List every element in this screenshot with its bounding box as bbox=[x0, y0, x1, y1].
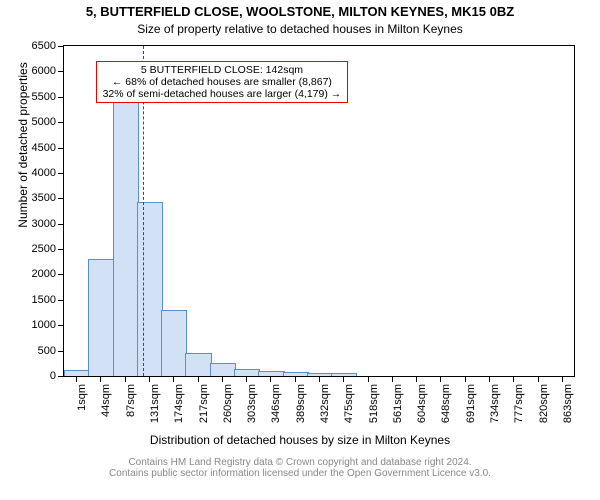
x-tick bbox=[198, 376, 199, 382]
annotation-box: 5 BUTTERFIELD CLOSE: 142sqm← 68% of deta… bbox=[96, 61, 349, 103]
annotation-line: 5 BUTTERFIELD CLOSE: 142sqm bbox=[103, 64, 342, 76]
y-tick-label: 2500 bbox=[32, 243, 56, 255]
y-tick-label: 1500 bbox=[32, 294, 56, 306]
x-tick bbox=[392, 376, 393, 382]
chart-title: 5, BUTTERFIELD CLOSE, WOOLSTONE, MILTON … bbox=[0, 4, 600, 19]
x-tick bbox=[173, 376, 174, 382]
x-tick-label: 87sqm bbox=[125, 384, 137, 417]
x-tick bbox=[76, 376, 77, 382]
x-tick bbox=[368, 376, 369, 382]
x-tick-label: 260sqm bbox=[222, 384, 234, 423]
histogram-bar bbox=[307, 373, 333, 376]
y-tick bbox=[58, 173, 64, 174]
x-tick bbox=[295, 376, 296, 382]
x-tick bbox=[270, 376, 271, 382]
x-tick-label: 777sqm bbox=[513, 384, 525, 423]
x-tick bbox=[343, 376, 344, 382]
x-tick bbox=[319, 376, 320, 382]
y-tick bbox=[58, 274, 64, 275]
y-tick-label: 4500 bbox=[32, 142, 56, 154]
y-tick-label: 5500 bbox=[32, 91, 56, 103]
footer-line-1: Contains HM Land Registry data © Crown c… bbox=[0, 457, 600, 468]
y-tick-label: 4000 bbox=[32, 167, 56, 179]
x-tick-label: 174sqm bbox=[173, 384, 185, 423]
x-tick bbox=[125, 376, 126, 382]
x-tick bbox=[538, 376, 539, 382]
y-axis-label: Number of detached properties bbox=[16, 0, 30, 310]
y-tick bbox=[58, 351, 64, 352]
y-tick-label: 3000 bbox=[32, 218, 56, 230]
chart-subtitle: Size of property relative to detached ho… bbox=[0, 22, 600, 36]
footer-line-2: Contains public sector information licen… bbox=[0, 468, 600, 479]
y-tick bbox=[58, 300, 64, 301]
y-tick-label: 6500 bbox=[32, 40, 56, 52]
x-tick bbox=[222, 376, 223, 382]
y-tick bbox=[58, 148, 64, 149]
y-tick bbox=[58, 198, 64, 199]
x-tick-label: 1sqm bbox=[76, 384, 88, 411]
x-tick bbox=[489, 376, 490, 382]
y-tick-label: 0 bbox=[50, 370, 56, 382]
x-tick bbox=[562, 376, 563, 382]
x-tick-label: 518sqm bbox=[368, 384, 380, 423]
x-tick bbox=[246, 376, 247, 382]
x-tick-label: 389sqm bbox=[295, 384, 307, 423]
y-tick bbox=[58, 46, 64, 47]
y-tick bbox=[58, 376, 64, 377]
x-tick-label: 734sqm bbox=[489, 384, 501, 423]
x-tick-label: 303sqm bbox=[246, 384, 258, 423]
x-tick bbox=[149, 376, 150, 382]
x-tick-label: 217sqm bbox=[198, 384, 210, 423]
histogram-bar bbox=[64, 370, 90, 376]
x-tick-label: 44sqm bbox=[100, 384, 112, 417]
x-tick-label: 432sqm bbox=[319, 384, 331, 423]
histogram-bar bbox=[234, 369, 260, 376]
annotation-line: 32% of semi-detached houses are larger (… bbox=[103, 88, 342, 100]
y-tick-label: 1000 bbox=[32, 319, 56, 331]
footer-text: Contains HM Land Registry data © Crown c… bbox=[0, 457, 600, 479]
y-tick bbox=[58, 122, 64, 123]
histogram-bar bbox=[331, 373, 357, 376]
histogram-bar bbox=[88, 259, 114, 376]
y-tick bbox=[58, 249, 64, 250]
x-tick-label: 863sqm bbox=[562, 384, 574, 423]
y-tick-label: 500 bbox=[38, 345, 56, 357]
y-tick-label: 6000 bbox=[32, 65, 56, 77]
histogram-bar bbox=[185, 353, 211, 376]
histogram-bar bbox=[137, 202, 163, 376]
y-tick-label: 2000 bbox=[32, 268, 56, 280]
x-tick-label: 691sqm bbox=[465, 384, 477, 423]
x-tick bbox=[465, 376, 466, 382]
x-tick-label: 820sqm bbox=[538, 384, 550, 423]
x-tick-label: 131sqm bbox=[149, 384, 161, 423]
histogram-bar bbox=[283, 372, 309, 376]
histogram-bar bbox=[258, 371, 284, 376]
x-tick bbox=[513, 376, 514, 382]
x-axis-label: Distribution of detached houses by size … bbox=[0, 433, 600, 447]
histogram-bar bbox=[113, 89, 139, 376]
x-tick-label: 475sqm bbox=[343, 384, 355, 423]
histogram-bar bbox=[210, 363, 236, 376]
x-tick-label: 648sqm bbox=[440, 384, 452, 423]
y-tick bbox=[58, 71, 64, 72]
x-tick bbox=[100, 376, 101, 382]
x-tick bbox=[440, 376, 441, 382]
annotation-line: ← 68% of detached houses are smaller (8,… bbox=[103, 76, 342, 88]
x-tick bbox=[416, 376, 417, 382]
plot-area: 0500100015002000250030003500400045005000… bbox=[63, 45, 575, 377]
y-tick bbox=[58, 325, 64, 326]
y-tick-label: 5000 bbox=[32, 116, 56, 128]
x-tick-label: 561sqm bbox=[392, 384, 404, 423]
y-tick-label: 3500 bbox=[32, 192, 56, 204]
y-tick bbox=[58, 224, 64, 225]
y-tick bbox=[58, 97, 64, 98]
x-tick-label: 604sqm bbox=[416, 384, 428, 423]
x-tick-label: 346sqm bbox=[270, 384, 282, 423]
histogram-bar bbox=[161, 310, 187, 376]
